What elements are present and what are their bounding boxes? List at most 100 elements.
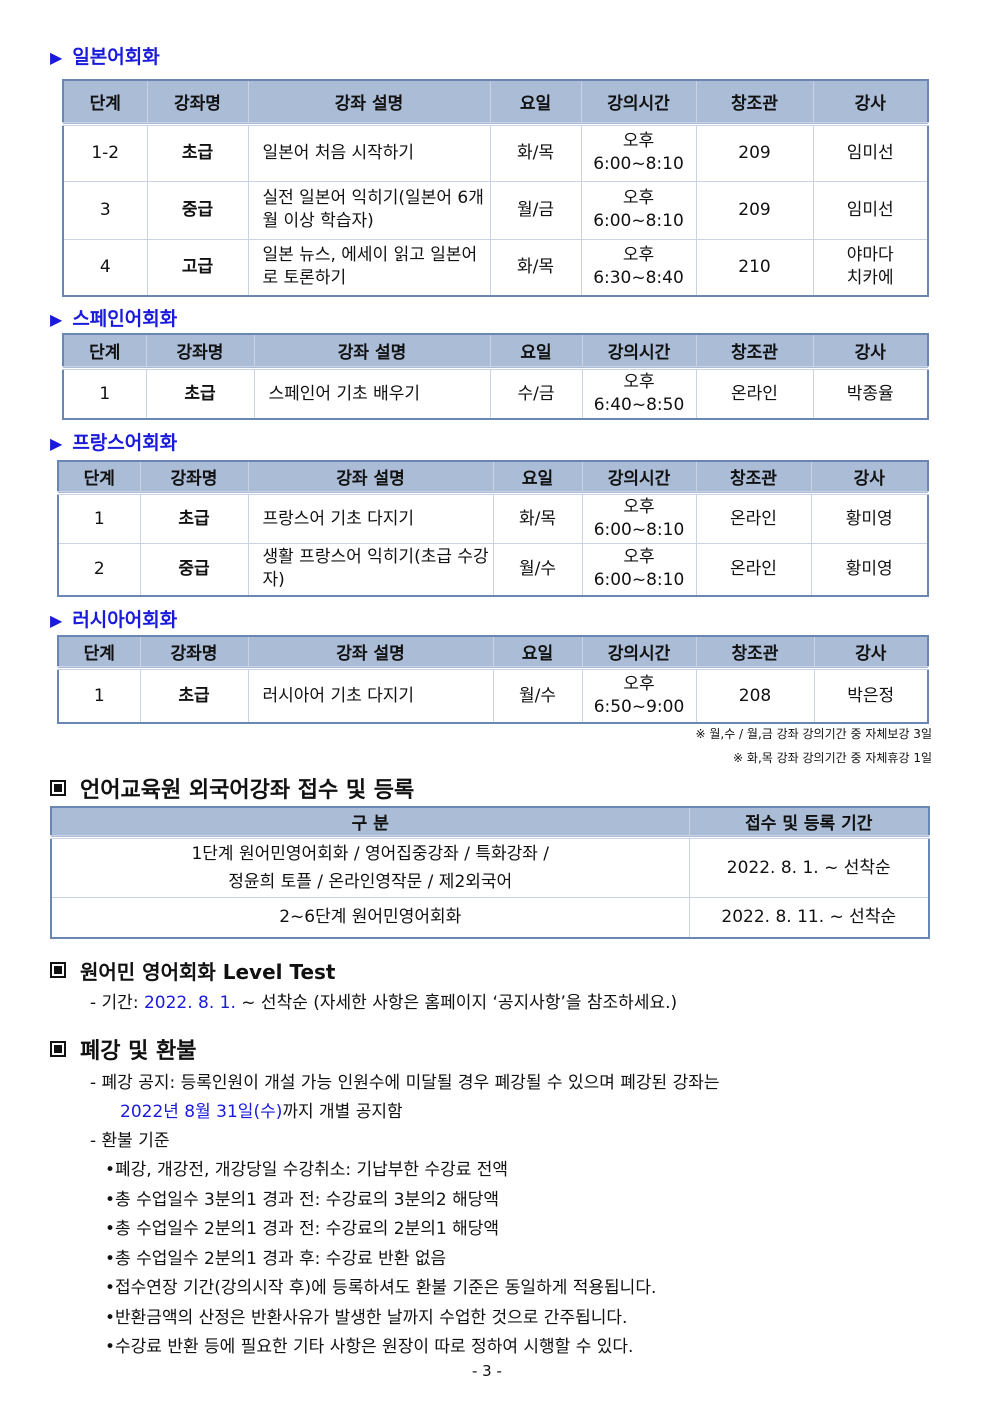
square-bullet-icon — [50, 1041, 66, 1057]
page-number: - 3 - — [472, 1362, 502, 1380]
table-row: 2 중급 생활 프랑스어 익히기(초급 수강자) 월/수 오후 6:00~8:10 온라인… — [57, 543, 929, 596]
cell-time: 오후 6:00~8:10 — [581, 492, 697, 544]
refund-item: •총 수업일수 2분의1 경과 후: 수강료 반환 없음 — [105, 1248, 447, 1269]
col-header: 접수 및 등록 기간 — [688, 806, 930, 839]
cell-days: 월/금 — [489, 180, 582, 240]
heading-text: 원어민 영어회화 Level Test — [80, 960, 336, 984]
cell-description: 일본어 처음 시작하기 — [247, 123, 491, 182]
col-header: 요일 — [492, 460, 583, 495]
col-header: 구 분 — [50, 806, 690, 839]
triangle-bullet-icon: ▶ — [50, 434, 63, 453]
refund-item: •총 수업일수 2분의1 경과 전: 수강료의 2분의1 해당액 — [105, 1219, 500, 1239]
heading-text: 언어교육원 외국어강좌 접수 및 등록 — [80, 778, 415, 803]
cell-days: 월/수 — [492, 667, 583, 724]
table-row: 4 고급 일본 뉴스, 에세이 읽고 일본어로 토론하기 화/목 오후 6:30~8:4… — [62, 238, 929, 297]
table-row: 1-2 초급 일본어 처음 시작하기 화/목 오후 6:00~8:10 209 임미선 — [62, 123, 929, 182]
note: ※ 월,수 / 월,금 강좌 강의기간 중 자체보강 3일 — [695, 727, 932, 741]
cell-instructor: 박은정 — [813, 667, 929, 724]
triangle-bullet-icon: ▶ — [50, 611, 63, 630]
col-header: 단계 — [57, 635, 141, 670]
cell-time: 오후 6:40~8:50 — [581, 367, 697, 420]
date: 2022년 8월 31일(수) — [120, 1102, 283, 1122]
section-title: ▶ 일본어회화 — [50, 42, 160, 69]
cell-room: 210 — [695, 238, 814, 297]
cell-course: 초급 — [139, 492, 249, 544]
table-row: 3 중급 실전 일본어 익히기(일본어 6개월 이상 학습자) 월/금 오후 6:00~… — [62, 180, 929, 240]
cell-description: 실전 일본어 익히기(일본어 6개월 이상 학습자) — [247, 180, 491, 240]
closure-notice-date: 2022년 8월 31일(수)까지 개별 공지함 — [120, 1097, 403, 1122]
registration-table: 구 분 접수 및 등록 기간 1단계 원어민영어회화 / 영어집중강좌 / 특화강… — [50, 806, 930, 939]
cell-instructor: 야마다 치카에 — [812, 238, 929, 297]
cell-time: 오후 6:00~8:10 — [581, 543, 697, 596]
refund-item: •수강료 반환 등에 필요한 기타 사항은 원장이 따로 정하여 시행할 수 있… — [105, 1337, 634, 1357]
cell-description: 생활 프랑스어 익히기(초급 수강자) — [247, 543, 494, 596]
text: ~ 선착순 (자세한 사항은 홈페이지 ‘공지사항’을 참조하세요.) — [235, 993, 678, 1013]
cell-time: 오후 6:00~8:10 — [580, 180, 697, 240]
date: 2022. 8. 1. — [143, 993, 236, 1013]
col-header: 요일 — [489, 79, 582, 126]
registration-heading: 언어교육원 외국어강좌 접수 및 등록 — [50, 772, 414, 804]
cell-description: 일본 뉴스, 에세이 읽고 일본어로 토론하기 — [247, 238, 491, 297]
text: 까지 개별 공지함 — [282, 1102, 403, 1122]
refund-item: •반환금액의 산정은 반환사유가 발생한 날까지 수업한 것으로 간주됩니다. — [105, 1307, 628, 1328]
section-title: ▶ 프랑스어회화 — [50, 428, 177, 455]
refund-item: •접수연장 기간(강의시작 후)에 등록하셔도 환불 기준은 동일하게 적용됩니… — [105, 1278, 657, 1298]
cell-instructor: 황미영 — [810, 492, 929, 544]
col-header: 강의시간 — [581, 333, 697, 370]
cell-time: 오후 6:00~8:10 — [580, 123, 697, 182]
col-header: 강좌명 — [145, 333, 255, 370]
cell-days: 화/목 — [489, 123, 582, 182]
refund-item: •총 수업일수 3분의1 경과 전: 수강료의 3분의2 해당액 — [105, 1189, 500, 1210]
cell-course: 초급 — [145, 367, 255, 420]
col-header: 요일 — [492, 635, 583, 670]
category-cell: 2~6단계 원어민영어회화 — [50, 897, 690, 938]
cell-level: 3 — [62, 180, 148, 240]
cell-course: 초급 — [139, 667, 249, 724]
cell-room: 209 — [695, 123, 814, 182]
level-test-heading: 원어민 영어회화 Level Test — [50, 956, 335, 985]
period-cell: 2022. 8. 1. ~ 선착순 — [688, 836, 930, 898]
cell-days: 화/목 — [489, 238, 582, 297]
section-title: ▶ 스페인어회화 — [50, 304, 177, 331]
cell-level: 1 — [62, 367, 147, 420]
cell-room: 온라인 — [695, 492, 812, 544]
course-table: 단계 강좌명 강좌 설명 요일 강의시간 창조관 강사 1 초급 프랑스어 기초 다지기 화/목 오후… — [57, 460, 929, 597]
cell-level: 1-2 — [62, 123, 148, 182]
cell-level: 2 — [57, 543, 141, 596]
cell-time: 오후 6:50~9:00 — [581, 667, 697, 724]
col-header: 단계 — [62, 79, 148, 126]
closure-notice: - 폐강 공지: 등록인원이 개설 가능 인원수에 미달될 경우 폐강될 수 있… — [90, 1073, 720, 1093]
table-row: 1 초급 러시아어 기초 다지기 월/수 오후 6:50~9:00 208 박은정 — [57, 667, 929, 724]
col-header: 요일 — [489, 333, 583, 370]
col-header: 단계 — [62, 333, 147, 370]
table-row: 1 초급 스페인어 기초 배우기 수/금 오후 6:40~8:50 온라인 박종율 — [62, 367, 929, 420]
cell-description: 스페인어 기초 배우기 — [253, 367, 491, 420]
cell-course: 고급 — [146, 238, 249, 297]
cell-course: 중급 — [139, 543, 249, 596]
col-header: 강사 — [812, 79, 929, 126]
col-header: 강의시간 — [581, 635, 697, 670]
cell-room: 온라인 — [695, 367, 814, 420]
col-header: 강좌명 — [139, 460, 249, 495]
cell-instructor: 임미선 — [812, 180, 929, 240]
section-title-text: 러시아어회화 — [72, 609, 178, 631]
col-header: 창조관 — [695, 79, 814, 126]
table-row: 1 초급 프랑스어 기초 다지기 화/목 오후 6:00~8:10 온라인 황미영 — [57, 492, 929, 544]
heading-text: 폐강 및 환불 — [80, 1039, 197, 1064]
course-table: 단계 강좌명 강좌 설명 요일 강의시간 창조관 강사 1 초급 러시아어 기초 다지기 월/수 오후… — [57, 635, 929, 724]
refund-criteria: - 환불 기준 — [90, 1131, 170, 1151]
cell-level: 1 — [57, 667, 141, 724]
course-table: 단계 강좌명 강좌 설명 요일 강의시간 창조관 강사 1 초급 스페인어 기초 배우기 수/금 오후… — [62, 333, 929, 420]
col-header: 강좌명 — [146, 79, 249, 126]
triangle-bullet-icon: ▶ — [50, 48, 63, 67]
cell-course: 중급 — [146, 180, 249, 240]
square-bullet-icon — [50, 780, 66, 796]
cell-level: 1 — [57, 492, 141, 544]
cell-instructor: 임미선 — [812, 123, 929, 182]
cell-instructor: 박종율 — [812, 367, 929, 420]
col-header: 강좌 설명 — [253, 333, 491, 370]
col-header: 강사 — [810, 460, 929, 495]
col-header: 강좌명 — [139, 635, 249, 670]
level-test-period: - 기간: 2022. 8. 1. ~ 선착순 (자세한 사항은 홈페이지 ‘공… — [90, 988, 677, 1013]
